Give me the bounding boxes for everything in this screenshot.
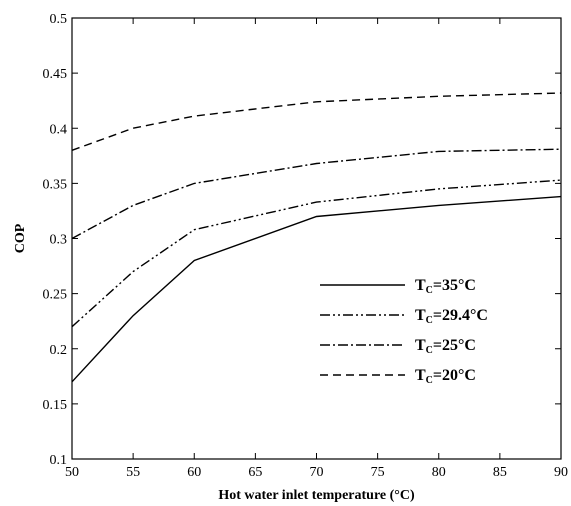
legend-label-subscript: C [426, 375, 433, 386]
y-tick-label: 0.2 [50, 343, 68, 358]
y-tick-label: 0.1 [50, 453, 68, 468]
x-tick-label: 90 [554, 465, 568, 480]
legend-label-prefix: T [415, 307, 426, 324]
legend-label: TC=29.4°C [415, 307, 488, 326]
x-tick-label: 70 [310, 465, 324, 480]
x-tick-label: 75 [371, 465, 385, 480]
x-tick-label: 80 [432, 465, 446, 480]
y-tick-label: 0.5 [50, 12, 68, 27]
legend-label-suffix: =29.4°C [433, 307, 488, 324]
legend-label-suffix: =25°C [433, 337, 476, 354]
y-tick-label: 0.3 [50, 233, 68, 248]
series-line [71, 195, 562, 383]
legend-label-subscript: C [426, 315, 433, 326]
legend-label-prefix: T [415, 277, 426, 294]
legend-label: TC=25°C [415, 337, 476, 356]
legend-label-subscript: C [426, 345, 433, 356]
y-tick-label: 0.15 [43, 398, 68, 413]
y-tick-label: 0.35 [43, 177, 68, 192]
x-tick-label: 60 [187, 465, 201, 480]
ticks-layer: 50 55 60 65 70 75 80 85 90 0.1 0.15 0.2 0.25 0.3 0.35 0… [43, 12, 569, 480]
series-line [71, 148, 562, 240]
x-tick-label: 55 [126, 465, 140, 480]
y-tick-label: 0.4 [50, 122, 68, 137]
x-tick-label: 65 [248, 465, 262, 480]
series-layer [71, 92, 562, 383]
x-tick-label: 85 [493, 465, 507, 480]
y-tick-label: 0.45 [43, 67, 68, 82]
legend: TC=35°CTC=29.4°CTC=25°CTC=20°C [320, 277, 488, 386]
y-tick-label: 0.25 [43, 288, 68, 303]
legend-label-prefix: T [415, 337, 426, 354]
legend-label-subscript: C [426, 285, 433, 296]
x-tick-label: 50 [65, 465, 79, 480]
legend-label-suffix: =20°C [433, 367, 476, 384]
legend-label-suffix: =35°C [433, 277, 476, 294]
legend-label: TC=20°C [415, 367, 476, 386]
series-line [71, 92, 562, 151]
plot-frame [71, 17, 562, 460]
legend-label-prefix: T [415, 367, 426, 384]
x-axis-title: Hot water inlet temperature (°C) [218, 488, 415, 503]
y-axis-title: COP [13, 223, 28, 253]
legend-label: TC=35°C [415, 277, 476, 296]
